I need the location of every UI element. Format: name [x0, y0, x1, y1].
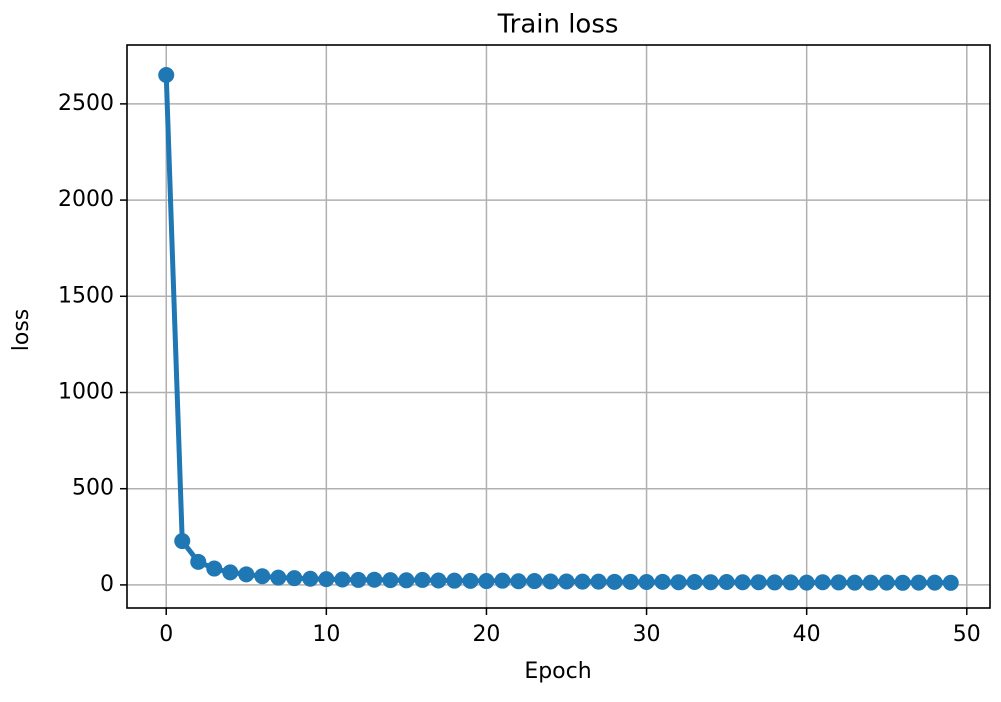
data-point [638, 574, 655, 591]
data-point [510, 573, 527, 590]
chart-title: Train loss [497, 10, 619, 40]
data-point [398, 572, 415, 589]
y-tick-label: 2000 [58, 187, 114, 212]
data-point [894, 574, 911, 591]
data-point [574, 573, 591, 590]
grid [127, 45, 990, 608]
data-point [878, 574, 895, 591]
data-point [702, 574, 719, 591]
data-point [318, 571, 335, 588]
data-point [526, 573, 543, 590]
data-point [222, 564, 239, 581]
data-point [334, 571, 351, 588]
y-tick-label: 2500 [58, 91, 114, 116]
axes-frame [126, 44, 991, 609]
data-point [366, 571, 383, 588]
x-tick-label: 50 [953, 622, 981, 647]
data-point [670, 574, 687, 591]
data-point [750, 574, 767, 591]
data-point [782, 574, 799, 591]
x-tick-label: 30 [633, 622, 661, 647]
data-point [606, 573, 623, 590]
data-point [238, 566, 255, 583]
data-point [478, 573, 495, 590]
data-point [814, 574, 831, 591]
y-tick-label: 500 [72, 476, 114, 501]
data-point [798, 574, 815, 591]
data-point [430, 572, 447, 589]
plot-data [158, 67, 959, 591]
data-point [270, 569, 287, 586]
data-point [414, 571, 431, 588]
data-point [382, 572, 399, 589]
data-point [190, 553, 207, 570]
x-tick-label: 20 [472, 622, 500, 647]
x-axis-label: Epoch [524, 659, 591, 684]
y-tick-label: 0 [100, 572, 114, 597]
data-point [350, 571, 367, 588]
data-point [654, 573, 671, 590]
data-point [158, 67, 175, 84]
data-point [926, 574, 943, 591]
y-tick-label: 1000 [58, 379, 114, 404]
data-point [558, 573, 575, 590]
data-point [302, 570, 319, 587]
data-point [766, 574, 783, 591]
data-point [254, 568, 271, 585]
data-point [734, 574, 751, 591]
data-point [446, 572, 463, 589]
data-point [494, 572, 511, 589]
y-tick-label: 1500 [58, 283, 114, 308]
x-tick-label: 40 [793, 622, 821, 647]
data-point [462, 572, 479, 589]
x-tick-label: 0 [159, 622, 173, 647]
data-point [862, 574, 879, 591]
x-tick-label: 10 [312, 622, 340, 647]
data-point [910, 574, 927, 591]
data-point [830, 574, 847, 591]
data-point [686, 574, 703, 591]
data-point [286, 570, 303, 587]
data-point [206, 560, 223, 577]
y-axis-label: loss [9, 309, 34, 352]
data-point [942, 574, 959, 591]
data-point [622, 573, 639, 590]
data-point [590, 573, 607, 590]
data-point [846, 574, 863, 591]
data-point [174, 533, 191, 550]
data-point [542, 573, 559, 590]
data-point [718, 574, 735, 591]
